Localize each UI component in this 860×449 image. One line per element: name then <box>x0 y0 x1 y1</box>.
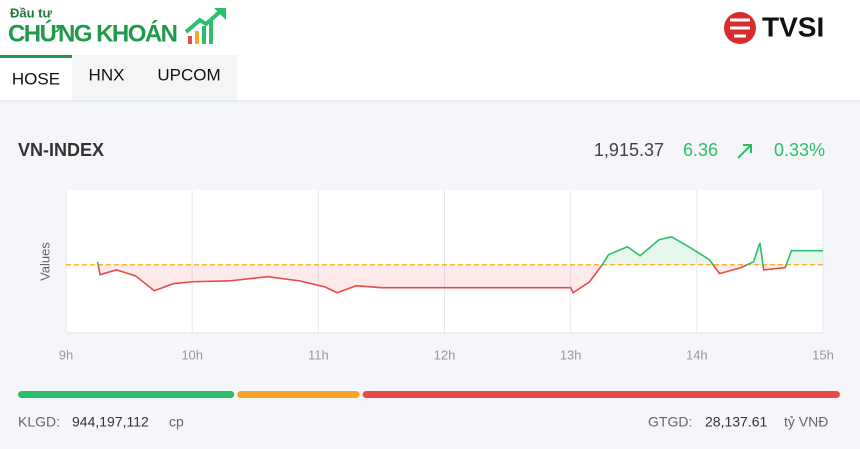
x-tick-label: 12h <box>434 347 456 362</box>
up-arrow <box>737 144 752 159</box>
line <box>96 236 823 294</box>
broker-logo: TVSI <box>762 11 824 42</box>
tab[interactable]: HOSE <box>12 69 60 88</box>
breadth-segment <box>362 391 840 398</box>
index-change-pct: 0.33% <box>774 140 825 160</box>
index-price: 1,915.37 <box>594 140 664 160</box>
x-tick-label: 11h <box>308 347 329 362</box>
x-tick-label: 10h <box>181 347 203 362</box>
trade-value: 28,137.61 <box>705 414 767 430</box>
logo-main: CHỨNG KHOÁN <box>8 19 178 47</box>
volume-label: KLGD: <box>18 414 60 430</box>
index-name: VN-INDEX <box>18 140 104 160</box>
tab-indicator <box>0 55 72 58</box>
breadth-segment <box>237 391 360 398</box>
x-tick-label: 9h <box>59 347 73 362</box>
value-unit: tỷ VNĐ <box>784 414 828 430</box>
tab[interactable]: HNX <box>89 65 125 84</box>
logo-top: Đầu tư <box>10 5 53 20</box>
index-change: 6.36 <box>683 140 718 160</box>
tab[interactable]: UPCOM <box>157 65 220 84</box>
tab-bg[interactable] <box>72 55 141 101</box>
logo-icon <box>184 8 226 44</box>
x-tick-label: 15h <box>812 347 834 362</box>
volume-unit: cp <box>169 414 184 430</box>
y-axis-label: Values <box>37 242 52 281</box>
tab-bg[interactable] <box>0 55 72 101</box>
tab-bg[interactable] <box>141 55 237 101</box>
value-label: GTGD: <box>648 414 692 430</box>
broker-logo-icon <box>724 12 756 44</box>
x-tick-label: 13h <box>560 347 582 362</box>
breadth-segment <box>18 391 235 398</box>
x-tick-label: 14h <box>686 347 708 362</box>
volume: 944,197,112 <box>72 414 149 430</box>
